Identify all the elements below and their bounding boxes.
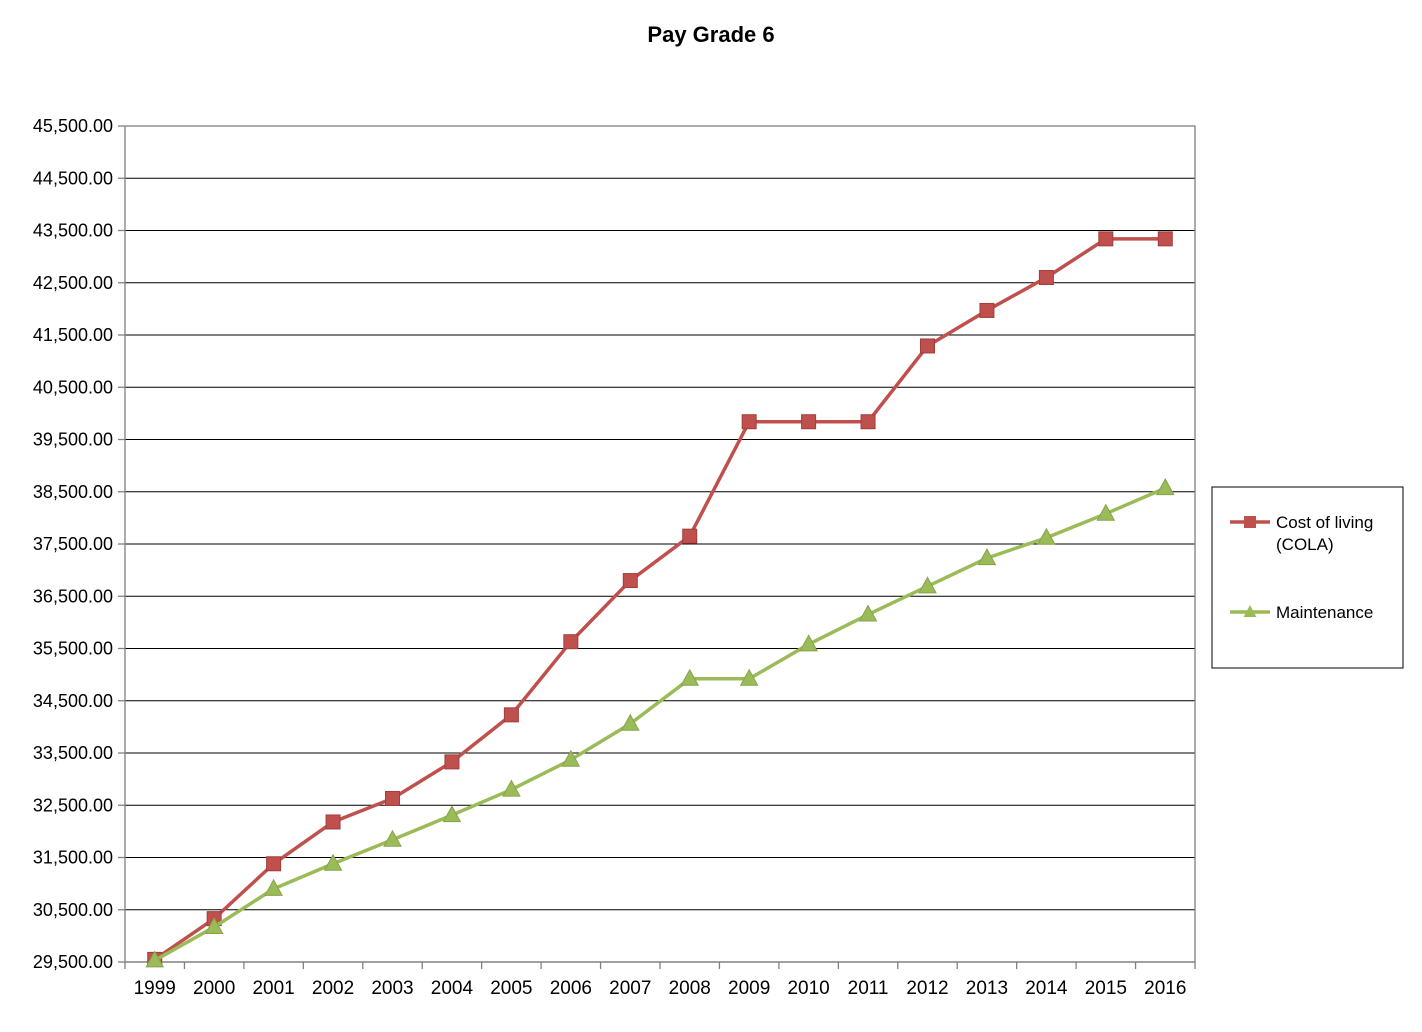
chart-title: Pay Grade 6 [647, 22, 775, 47]
series-1 [147, 231, 1173, 967]
data-point [561, 749, 581, 767]
series-line [153, 486, 1166, 962]
legend-box [1211, 486, 1404, 669]
data-point [266, 856, 282, 872]
y-tick-label: 38,500.00 [33, 482, 113, 502]
legend-label: Cost of living [1276, 513, 1373, 532]
legend: Cost of living (COLA) Maintenance [1211, 486, 1404, 669]
x-tick-label: 2009 [728, 978, 770, 999]
data-point [741, 414, 757, 430]
data-point [801, 414, 817, 430]
legend-label: (COLA) [1276, 535, 1334, 554]
data-point [502, 779, 521, 797]
y-tick-label: 37,500.00 [33, 534, 113, 554]
x-tick-label: 2010 [787, 978, 829, 999]
data-point [563, 634, 579, 650]
series-lines [145, 231, 1175, 968]
data-point [145, 950, 165, 968]
legend-entry: Cost of living (COLA) [1230, 513, 1373, 554]
data-point [204, 916, 224, 934]
x-tick-label: 2015 [1085, 978, 1127, 999]
data-point [622, 573, 638, 589]
data-point [383, 829, 402, 847]
y-tick-label: 42,500.00 [33, 273, 113, 293]
series-2 [145, 478, 1175, 968]
data-point [1038, 270, 1054, 286]
data-point [503, 707, 519, 723]
axes [118, 125, 1196, 969]
data-point [1155, 478, 1175, 496]
legend-label: Maintenance [1276, 603, 1373, 622]
y-tick-labels: 29,500.00 30,500.00 31,500.00 32,500.00 33,5… [33, 116, 113, 972]
data-point [1098, 231, 1114, 247]
y-tick-label: 30,500.00 [33, 900, 113, 920]
data-point [620, 713, 640, 731]
gridlines [125, 125, 1195, 911]
data-point [682, 528, 698, 544]
data-point [325, 814, 341, 830]
y-tick-label: 31,500.00 [33, 848, 113, 868]
x-tick-label: 2005 [490, 978, 532, 999]
y-tick-label: 36,500.00 [33, 586, 113, 606]
data-point [858, 604, 878, 622]
x-tick-label: 2004 [431, 978, 474, 999]
x-tick-label: 2006 [550, 978, 592, 999]
data-point [799, 634, 818, 652]
y-tick-label: 43,500.00 [33, 221, 113, 241]
legend-marker [1243, 605, 1257, 617]
x-tick-label: 2000 [193, 978, 235, 999]
data-point [860, 414, 876, 430]
y-tick-label: 35,500.00 [33, 639, 113, 659]
y-tick-label: 32,500.00 [33, 795, 113, 815]
data-point [979, 302, 995, 318]
x-tick-label: 2012 [906, 978, 948, 999]
data-point [264, 878, 283, 896]
x-tick-label: 2007 [609, 978, 651, 999]
data-point [920, 338, 935, 354]
data-point [1157, 231, 1173, 247]
x-tick-labels: 1999 2000 2001 2002 2003 2004 2005 2006 2007 2008… [134, 978, 1187, 999]
data-point [385, 790, 400, 806]
x-tick-label: 2013 [966, 978, 1008, 999]
y-tick-label: 33,500.00 [33, 743, 113, 763]
x-tick-label: 2014 [1025, 978, 1068, 999]
y-tick-label: 40,500.00 [33, 377, 113, 397]
legend-marker [1244, 516, 1256, 528]
data-point [442, 805, 462, 823]
x-tick-label: 1999 [134, 978, 176, 999]
x-tick-label: 2001 [252, 978, 294, 999]
y-tick-label: 45,500.00 [33, 116, 113, 136]
y-tick-label: 39,500.00 [33, 430, 113, 450]
x-tick-label: 2011 [848, 978, 889, 999]
data-point [918, 576, 937, 594]
data-point [323, 853, 343, 871]
data-point [444, 754, 460, 770]
data-point [1096, 503, 1116, 521]
data-point [977, 548, 997, 566]
data-point [680, 668, 700, 686]
x-tick-label: 2002 [312, 978, 354, 999]
series-line [153, 237, 1166, 961]
y-tick-label: 41,500.00 [33, 325, 113, 345]
data-point [1037, 527, 1056, 545]
x-tick-label: 2016 [1144, 978, 1186, 999]
y-tick-label: 44,500.00 [33, 168, 113, 188]
x-tick-label: 2003 [371, 978, 413, 999]
y-tick-label: 29,500.00 [33, 952, 113, 972]
x-tick-label: 2008 [669, 978, 711, 999]
y-tick-label: 34,500.00 [33, 691, 113, 711]
data-point [739, 668, 759, 686]
legend-entry: Maintenance [1230, 603, 1373, 622]
